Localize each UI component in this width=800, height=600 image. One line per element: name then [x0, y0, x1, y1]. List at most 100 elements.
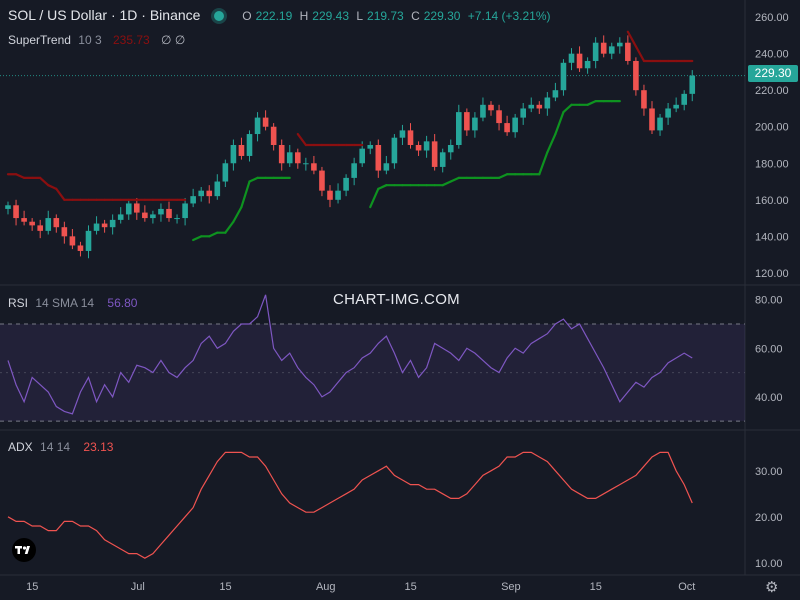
candle-body — [319, 170, 325, 191]
candle-body — [190, 196, 196, 204]
empty-set-icon: ∅ ∅ — [161, 33, 186, 47]
watermark: CHART-IMG.COM — [333, 291, 460, 308]
candle-body — [343, 177, 349, 191]
candle-body — [415, 145, 422, 151]
candle-body — [625, 42, 631, 61]
rsi-legend[interactable]: RSI 14 SMA 14 56.80 — [8, 296, 141, 310]
candle-body — [512, 117, 518, 133]
time-tick-label: Oct — [678, 581, 695, 593]
rsi-line — [7, 294, 693, 415]
time-tick-label: 15 — [26, 581, 38, 593]
candle-body — [608, 46, 615, 54]
rsi-name: RSI — [8, 296, 29, 310]
candle-body — [391, 137, 398, 164]
price-tick-label: 140.00 — [755, 231, 789, 243]
supertrend-segment — [224, 220, 235, 234]
candle-body — [528, 104, 535, 109]
supertrend-segment — [497, 173, 509, 179]
candle-body — [520, 108, 526, 118]
supertrend-segment — [55, 187, 66, 201]
candle-body — [254, 117, 261, 135]
candle-body — [150, 214, 156, 219]
price-tick-label: 160.00 — [755, 195, 789, 207]
adx-tick-label: 20.00 — [755, 512, 783, 524]
rsi-params: 14 SMA 14 — [35, 296, 95, 310]
candle-body — [85, 230, 92, 251]
supertrend-segment — [449, 176, 460, 183]
adx-value: 23.13 — [83, 440, 114, 454]
open-label: O — [242, 9, 252, 23]
rsi-tick-label: 80.00 — [755, 295, 783, 307]
candle-body — [93, 223, 100, 231]
candle-body — [278, 145, 285, 164]
candle-body — [198, 190, 204, 197]
candle-body — [584, 60, 591, 69]
candle-body — [447, 145, 454, 153]
supertrend-segment — [554, 111, 565, 136]
candle-body — [262, 117, 269, 127]
candle-body — [69, 236, 76, 246]
candle-body — [673, 104, 679, 109]
supertrend-segment — [47, 184, 58, 190]
adx-legend[interactable]: ADX 14 14 23.13 — [8, 440, 117, 454]
candle-body — [576, 53, 583, 69]
adx-line — [7, 451, 693, 559]
candle-body — [359, 148, 365, 164]
supertrend-segment — [546, 132, 557, 154]
gear-icon[interactable]: ⚙ — [765, 579, 779, 596]
candle-body — [117, 214, 124, 220]
supertrend-segment — [39, 176, 50, 187]
candle-body — [504, 123, 510, 133]
candle-body — [182, 203, 188, 219]
candle-body — [399, 130, 406, 138]
time-tick-label: Jul — [131, 581, 145, 593]
candle-body — [246, 134, 253, 156]
candle-body — [166, 208, 172, 219]
open-value: 222.19 — [255, 9, 293, 23]
supertrend-legend[interactable]: SuperTrend 10 3 235.73 ∅ ∅ — [8, 33, 189, 47]
candle-body — [544, 97, 551, 109]
candle-body — [383, 163, 390, 171]
candle-body — [21, 218, 27, 222]
price-tick-label: 180.00 — [755, 158, 789, 170]
candle-body — [568, 53, 575, 63]
candle-body — [158, 208, 164, 215]
time-tick-label: Sep — [501, 581, 521, 593]
supertrend-segment — [296, 132, 307, 147]
adx-tick-label: 10.00 — [755, 558, 783, 570]
last-price-tag: 229.30 — [748, 65, 798, 82]
candle-body — [488, 104, 494, 111]
candle-body — [464, 112, 470, 131]
candle-body — [472, 117, 478, 131]
candle-body — [423, 141, 430, 151]
candle-body — [5, 205, 11, 209]
time-tick-label: 15 — [219, 581, 231, 593]
candle-body — [327, 190, 333, 200]
adx-name: ADX — [8, 440, 33, 454]
candle-body — [311, 163, 317, 171]
supertrend-segment — [240, 180, 251, 209]
candle-body — [206, 190, 213, 197]
candle-body — [649, 108, 655, 131]
candle-body — [53, 218, 60, 228]
supertrend-name: SuperTrend — [8, 33, 71, 47]
candle-body — [496, 110, 502, 124]
price-tick-label: 240.00 — [755, 49, 789, 61]
supertrend-segment — [441, 180, 452, 187]
symbol-legend: SOL / US Dollar · 1D · Binance O 222.19 H… — [8, 7, 559, 23]
tradingview-logo-icon — [12, 538, 36, 562]
candle-body — [134, 203, 140, 213]
candle-body — [222, 163, 229, 182]
rsi-value: 56.80 — [107, 296, 138, 310]
supertrend-segment — [232, 206, 243, 223]
market-status-icon — [214, 11, 225, 22]
candle-body — [552, 90, 559, 98]
supertrend-segment — [562, 103, 573, 114]
time-tick-label: Aug — [316, 581, 336, 593]
price-tick-label: 120.00 — [755, 268, 789, 280]
candle-body — [61, 227, 68, 237]
candle-body — [270, 126, 277, 145]
supertrend-params: 10 3 — [78, 33, 102, 47]
